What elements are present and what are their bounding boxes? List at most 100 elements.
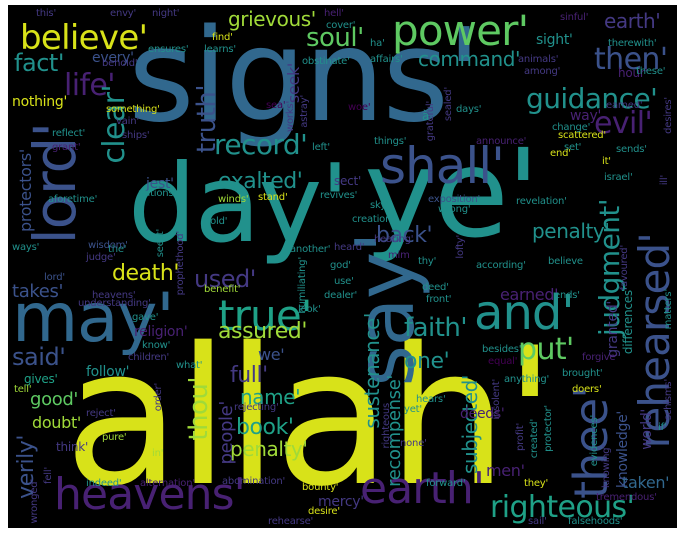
word-shall: shall' <box>380 137 505 195</box>
word-desire: desire' <box>308 506 340 517</box>
word-righteous: righteous' <box>490 490 635 525</box>
word-ye: ye' <box>364 123 540 265</box>
word-stand: stand' <box>258 192 288 203</box>
word-matters: matters' <box>663 289 674 330</box>
word-find: find' <box>212 32 233 43</box>
word-alternation: alternation' <box>140 478 195 489</box>
word-therewith: therewith' <box>608 38 657 49</box>
word-grant: grant' <box>52 142 81 153</box>
word-something: something' <box>106 104 160 115</box>
word-sight: sight' <box>536 32 573 48</box>
word-differences: differences' <box>621 287 635 355</box>
word-pure: pure' <box>102 432 127 443</box>
word-tell: tell' <box>14 384 32 395</box>
word-night: night' <box>152 8 180 19</box>
word-thy: thy' <box>418 256 437 267</box>
word-thou: thou' <box>184 377 214 441</box>
word-then: then' <box>594 42 668 77</box>
word-every: every' <box>92 50 134 66</box>
word-hold: hold' <box>204 216 228 227</box>
word-god: god' <box>330 260 351 271</box>
word-knowledge: knowledge' <box>615 411 631 488</box>
word-faith: faith' <box>404 313 468 343</box>
word-world: world' <box>639 409 655 450</box>
word-according: according' <box>476 260 526 271</box>
word-israel: israel' <box>604 172 633 183</box>
word-set: set' <box>564 142 582 153</box>
word-penalty2: penalty' <box>230 437 308 461</box>
word-evil: evil' <box>594 106 653 141</box>
word-look: look' <box>298 304 321 315</box>
word-forgive: forgive' <box>582 352 618 363</box>
word-change: change' <box>552 122 591 133</box>
word-lord-small: lord' <box>44 272 65 283</box>
word-abomination: abomination' <box>222 476 286 487</box>
word-earned2: earned' <box>606 100 643 111</box>
word-days: days' <box>456 104 482 115</box>
word-day: day' <box>128 142 350 267</box>
word-grievous: grievous' <box>228 7 316 31</box>
word-these: these' <box>636 66 666 77</box>
word-mim: mim <box>388 250 410 261</box>
word-created: created' <box>529 419 540 459</box>
word-way: way' <box>570 108 602 124</box>
word-protector: protector' <box>543 405 554 452</box>
word-hell: hell' <box>324 8 344 19</box>
word-sect: sect' <box>334 174 362 188</box>
word-judge: judge' <box>86 252 116 263</box>
word-insolent: insolent' <box>491 379 502 420</box>
word-one: one' <box>404 349 450 374</box>
word-among: among' <box>524 66 561 77</box>
word-truth: truth' <box>192 85 222 154</box>
word-sky: sky' <box>370 200 389 211</box>
word-it: it' <box>602 156 611 167</box>
word-power: power' <box>392 6 529 55</box>
word-reject: reject' <box>86 408 116 419</box>
word-envy: envy' <box>110 8 137 19</box>
word-indeed: indeed' <box>86 478 122 489</box>
word-record: record' <box>214 128 308 161</box>
word-revelation: revelation' <box>516 196 567 207</box>
word-true: true' <box>218 291 312 340</box>
word-wrong: wrong' <box>438 204 471 215</box>
word-if: if' <box>658 422 667 433</box>
word-death: death' <box>112 261 179 286</box>
word-bounty: bounty' <box>302 482 339 493</box>
word-mercy: mercy' <box>318 494 364 510</box>
word-humiliating: humiliating' <box>297 257 308 314</box>
word-announce: announce' <box>476 136 527 147</box>
word-heard: heard' <box>334 242 365 253</box>
word-obstinate: obstinate' <box>302 56 350 67</box>
word-ha: ha' <box>370 38 385 49</box>
word-rejecting: rejecting' <box>234 402 279 413</box>
word-granted: granted' <box>605 301 621 358</box>
word-doers: doers' <box>572 384 602 395</box>
word-back: back' <box>376 223 433 248</box>
word-exalted: exalted' <box>218 169 303 194</box>
word-things: things' <box>374 136 407 147</box>
word-in: in' <box>152 448 164 459</box>
word-used: used' <box>194 265 256 293</box>
word-use: use' <box>334 276 354 287</box>
word-what: what' <box>176 360 203 371</box>
word-besides: besides' <box>482 344 522 355</box>
word-sealed: sealed' <box>443 87 454 122</box>
word-command: command' <box>418 47 521 71</box>
word-gave: gave' <box>132 312 159 323</box>
word-assured: assured' <box>218 319 307 344</box>
word-sea: sea' <box>266 100 286 111</box>
word-protectors: protectors' <box>16 149 35 232</box>
word-evidences: evidences' <box>589 415 600 467</box>
word-schisms: schisms' <box>663 379 674 421</box>
word-this: this' <box>36 8 56 19</box>
word-we: we' <box>258 345 285 364</box>
word-scattered: scattered' <box>558 130 606 141</box>
word-wisdom: wisdom' <box>88 240 128 251</box>
word-nothing: nothing' <box>12 94 68 110</box>
word-nations: nations' <box>138 188 176 199</box>
word-allah: allah' <box>64 307 556 528</box>
word-they: they' <box>524 478 549 489</box>
word-soul: soul' <box>306 23 364 53</box>
word-woe: woe' <box>348 102 371 113</box>
word-religion: religion' <box>134 324 188 340</box>
